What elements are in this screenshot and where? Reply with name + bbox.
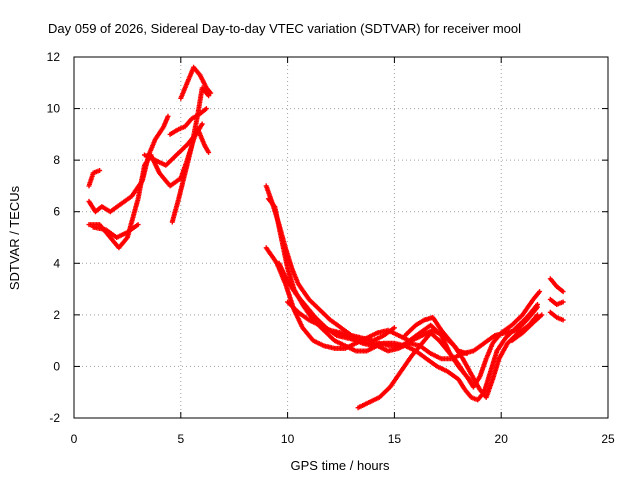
y-tick-label: -2 xyxy=(49,411,60,425)
data-point xyxy=(535,302,540,307)
y-tick-label: 6 xyxy=(53,205,60,219)
data-point xyxy=(208,90,214,96)
data-point xyxy=(206,93,212,99)
chart-title: Day 059 of 2026, Sidereal Day-to-day VTE… xyxy=(48,21,521,36)
data-point xyxy=(199,121,205,127)
y-tick-label: 4 xyxy=(53,256,60,270)
y-tick-label: 10 xyxy=(47,102,61,116)
x-tick-label: 10 xyxy=(281,432,295,446)
data-point xyxy=(206,149,212,155)
y-tick-label: 8 xyxy=(53,153,60,167)
data-point xyxy=(391,325,397,331)
data-point xyxy=(464,351,470,356)
x-tick-label: 25 xyxy=(601,432,615,446)
x-ticks: 0 5 10 15 20 25 xyxy=(71,57,615,446)
series-track-17 xyxy=(547,276,566,295)
x-axis-label: GPS time / hours xyxy=(291,458,390,473)
data-point xyxy=(165,113,171,119)
data-points xyxy=(86,64,566,411)
series-track-18 xyxy=(547,296,566,307)
plot-frame xyxy=(73,56,609,419)
series-track-19 xyxy=(547,309,566,323)
series-track-14 xyxy=(355,330,474,411)
data-point xyxy=(560,299,566,305)
series-track-6 xyxy=(167,106,209,137)
data-point xyxy=(539,312,545,318)
grid xyxy=(74,57,608,418)
y-axis-label: SDTVAR / TECUs xyxy=(7,185,22,290)
data-point xyxy=(537,289,543,295)
data-point xyxy=(97,168,103,173)
data-point xyxy=(135,222,141,228)
series-track-15 xyxy=(402,314,470,356)
x-tick-label: 20 xyxy=(495,432,509,446)
data-point xyxy=(203,106,209,112)
y-tick-label: 2 xyxy=(53,308,60,322)
y-tick-label: 12 xyxy=(47,50,61,64)
data-point xyxy=(560,317,566,323)
x-tick-label: 5 xyxy=(177,432,184,446)
series-track-4 xyxy=(90,222,141,240)
x-tick-label: 0 xyxy=(71,432,78,446)
x-tick-label: 15 xyxy=(388,432,402,446)
series-track-16 xyxy=(509,312,545,344)
y-ticks: -2 0 2 4 6 8 10 12 xyxy=(47,50,608,425)
series-track-7 xyxy=(169,85,212,225)
data-point xyxy=(560,289,566,295)
series-track-1 xyxy=(86,168,103,189)
data-point xyxy=(468,379,474,385)
y-tick-label: 0 xyxy=(53,359,60,373)
series-track-8 xyxy=(178,64,214,101)
series-track-13 xyxy=(285,299,540,403)
